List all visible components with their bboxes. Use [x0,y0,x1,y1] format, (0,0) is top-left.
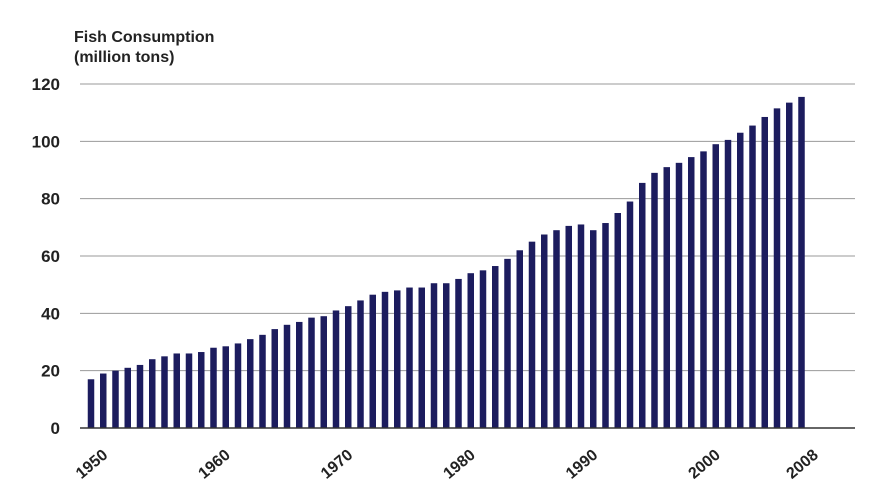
bar-1983 [492,266,499,428]
bar-1962 [234,343,242,428]
x-tick-label: 1980 [441,447,479,483]
bar-1982 [479,270,487,428]
bar-1979 [443,283,450,428]
y-tick-label: 60 [41,247,60,266]
bar-1969 [320,316,327,428]
bar-1990 [577,224,585,428]
bar-1993 [614,213,621,428]
y-tick-label: 20 [41,362,60,381]
bar-1958 [185,353,193,428]
x-tick-label: 2000 [686,447,724,483]
bar-1978 [430,283,438,428]
bars [87,96,805,429]
bar-1960 [210,347,217,428]
x-tick-label: 1970 [318,447,356,483]
bar-1953 [124,367,131,428]
bar-1992 [602,223,609,428]
bar-1950 [87,379,95,428]
bar-1966 [283,324,291,428]
y-tick-label: 0 [51,419,60,438]
y-tick-label: 120 [32,75,60,94]
x-tick-label: 1990 [563,447,601,483]
bar-1984 [504,258,511,428]
bar-2008 [798,96,805,429]
bar-1994 [626,201,634,428]
bar-1980 [455,278,462,428]
bar-1998 [675,162,683,429]
bar-1970 [332,310,340,428]
bar-1997 [663,167,670,428]
bar-1951 [100,373,107,428]
bar-1973 [369,294,376,428]
bar-1967 [296,321,303,428]
bar-1975 [394,290,401,428]
y-axis-title-line2: (million tons) [74,49,175,66]
bar-1976 [406,287,413,428]
y-tick-label: 80 [41,190,60,209]
bar-1957 [173,353,180,428]
x-ticks: 1950 1960 1970 1980 1990 2000 2008 [73,447,822,483]
bar-1952 [112,370,119,428]
x-tick-label: 1960 [196,447,234,483]
bar-1956 [161,356,168,428]
bar-1964 [259,334,266,428]
bar-1972 [357,300,364,428]
y-ticks: 0 20 40 60 80 100 120 [32,75,60,438]
bar-1995 [639,182,646,428]
bar-2004 [749,125,756,429]
bar-1963 [247,339,254,428]
bar-2003 [737,132,744,428]
bar-2000 [700,151,707,428]
bar-1999 [688,157,695,428]
bar-1974 [381,291,389,428]
bar-1971 [345,306,352,428]
bar-1987 [541,234,548,428]
bar-1961 [222,346,229,428]
y-tick-label: 100 [32,132,60,151]
bar-1959 [198,352,205,428]
bar-1985 [516,250,523,428]
y-tick-label: 40 [41,304,60,323]
bar-2006 [773,108,781,428]
bar-1981 [467,273,474,428]
bar-1977 [418,287,425,428]
bar-2002 [724,139,732,428]
bar-1991 [590,230,597,428]
bar-1968 [308,317,315,428]
bar-1996 [651,172,658,428]
y-axis-title-line1: Fish Consumption [74,29,215,46]
x-tick-label: 2008 [784,447,822,483]
bar-1955 [149,359,156,428]
x-tick-label: 1950 [73,447,111,483]
bar-1988 [553,230,560,428]
bar-1954 [136,364,144,428]
bar-1986 [528,241,536,428]
bar-2001 [712,144,719,428]
bar-1989 [565,225,572,428]
bar-1965 [271,329,278,428]
bar-2007 [786,102,793,428]
bar-2005 [761,116,768,428]
